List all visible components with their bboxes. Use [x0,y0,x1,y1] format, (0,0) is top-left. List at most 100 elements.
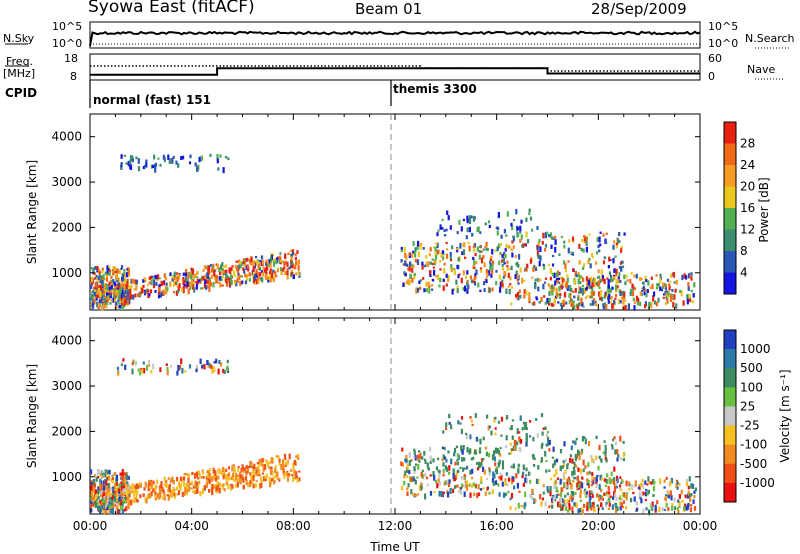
range-cell [246,257,249,262]
range-cell [181,477,184,483]
range-cell [692,293,695,298]
range-cell [433,491,436,494]
range-cell [237,468,240,472]
range-cell [239,474,242,480]
range-cell [466,289,469,294]
range-cell [169,281,172,287]
range-cell [647,489,650,494]
range-cell [578,508,581,513]
range-cell [94,474,97,477]
range-cell [583,287,586,294]
range-cell [474,273,477,279]
range-cell [105,503,108,507]
range-cell [249,484,252,487]
range-cell [600,458,603,463]
range-cell [518,289,521,294]
range-cell [537,253,540,260]
range-cell [445,422,448,428]
range-cell [583,491,586,494]
range-cell [620,498,623,501]
range-cell [598,444,601,451]
range-cell [415,463,418,466]
range-cell [474,276,477,280]
range-cell [411,267,414,273]
range-cell [116,291,119,297]
range-cell [572,491,575,497]
range-cell [496,448,499,454]
range-cell [276,471,279,477]
nsky-label: N.Sky [3,32,35,45]
range-cell [573,504,576,507]
range-cell [176,276,179,282]
range-cell [179,483,182,487]
range-cell [459,422,462,425]
range-cell [433,269,436,276]
range-cell [142,361,145,365]
range-cell [153,154,156,160]
range-cell [207,473,210,476]
range-cell [164,285,167,292]
range-cell [294,253,297,257]
range-cell [203,485,206,491]
range-cell [118,491,121,494]
range-cell [125,476,128,482]
range-cell [197,477,200,480]
range-cell [447,483,451,487]
range-cell [278,477,281,480]
range-cell [544,277,548,280]
range-cell [114,289,118,295]
range-cell [262,271,265,277]
range-cell [167,154,170,160]
range-cell [646,483,649,486]
range-cell [252,266,255,272]
range-cell [465,435,468,440]
range-cell [121,295,124,302]
range-cell [209,264,212,267]
range-cell [573,477,576,480]
range-cell [589,295,592,299]
range-cell [96,491,100,494]
range-cell [621,265,625,269]
range-cell [250,260,253,266]
freq-panel [5,53,783,81]
range-cell [595,282,598,286]
range-cell [400,247,403,250]
range-cell [567,260,570,263]
range-cell [622,458,625,462]
range-cell [279,260,283,263]
range-cell [677,499,680,503]
range-cell [486,477,489,481]
range-cell [177,364,180,371]
range-cell [619,501,622,506]
x-tick-label: 08:00 [276,519,311,533]
range-cell [525,231,528,238]
range-cell [181,279,184,283]
range-cell [253,274,256,280]
range-cell [467,284,470,289]
range-cell [225,468,228,472]
range-cell [551,263,555,267]
range-cell [162,289,165,292]
range-cell [614,297,617,300]
range-cell [524,422,528,428]
range-cell [183,476,186,481]
range-cell [147,289,150,293]
range-cell [438,481,441,487]
range-cell [553,459,556,466]
range-cell [124,289,127,294]
range-cell [106,493,109,497]
range-cell [132,294,135,300]
range-cell [591,480,594,484]
range-cell [501,279,504,283]
colorbar-tick-label: 8 [740,244,748,258]
range-cell [165,276,168,280]
range-cell [601,275,604,279]
range-cell [96,265,99,270]
range-cell [401,447,404,452]
range-cell [400,259,403,263]
range-cell [229,274,233,279]
range-cell [615,497,618,501]
range-cell [560,305,563,310]
range-cell [279,252,282,256]
range-cell [476,492,479,499]
